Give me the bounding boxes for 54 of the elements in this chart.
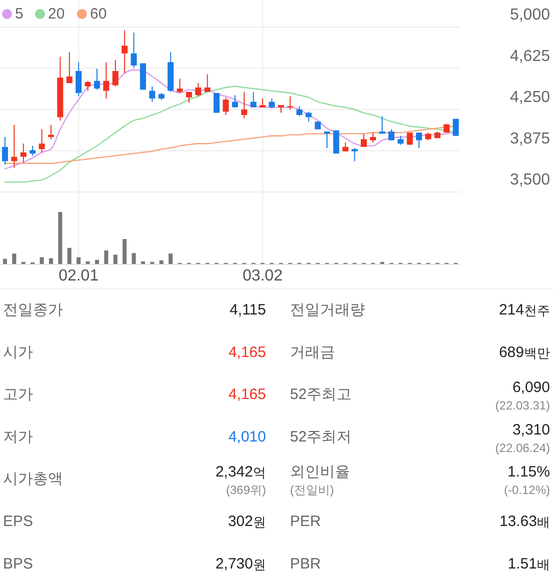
y-tick-label: 3,500	[510, 172, 550, 188]
category-label: 전일종가	[3, 302, 63, 318]
legend-label: 5	[15, 6, 24, 22]
text: 302원	[228, 513, 266, 530]
bar	[58, 212, 62, 264]
text: 3,310 (22.06.24)	[495, 421, 550, 455]
category-label: 52주최고	[290, 386, 352, 404]
bar	[67, 248, 72, 264]
bar	[122, 239, 127, 264]
text: 4,010	[228, 428, 266, 446]
text: 2,730원	[215, 555, 266, 572]
category-label: 외인비율 (전일비)	[290, 464, 350, 498]
bar	[113, 254, 118, 264]
category-label: 52주최저	[290, 428, 352, 446]
legend-label: 60	[90, 6, 107, 22]
y-tick-label: 4,250	[510, 89, 550, 106]
category-label: EPS	[3, 513, 34, 530]
legend-label: 20	[48, 6, 65, 22]
text: 2,342억 (369위)	[215, 464, 266, 498]
bar	[141, 261, 145, 264]
bar	[104, 250, 108, 264]
category-label: BPS	[3, 555, 34, 572]
category-label: 시가	[3, 344, 33, 361]
bar	[76, 257, 81, 264]
bar	[49, 258, 53, 264]
y-tick-label: 5,000	[510, 6, 550, 24]
bar	[132, 253, 136, 264]
y-tick-label: 4,625	[510, 48, 550, 65]
text: 214천주	[498, 302, 550, 318]
text: 13.63배	[499, 513, 550, 530]
text: 4,115	[230, 302, 266, 318]
bar	[3, 258, 7, 264]
category-label: 시가총액	[3, 470, 63, 488]
x-tick-label: 03.02	[242, 268, 283, 284]
category-label: PBR	[290, 555, 322, 572]
category-label: 거래금	[290, 344, 335, 361]
text: 4,165	[228, 344, 266, 361]
bar	[40, 257, 44, 264]
text: 1.15% (-0.12%)	[504, 464, 550, 498]
y-tick-label: 3,875	[510, 130, 550, 148]
bar	[95, 260, 99, 264]
category-label: 고가	[3, 386, 33, 404]
bar	[168, 254, 173, 264]
text: 689백만	[498, 344, 550, 361]
text: 4,165	[228, 386, 266, 404]
bar	[86, 261, 90, 264]
bar	[12, 254, 16, 264]
category-label: PER	[290, 513, 322, 530]
bar	[159, 260, 164, 264]
x-tick-label: 02.01	[58, 268, 99, 284]
category-label: 저가	[3, 428, 33, 446]
text: 6,090 (22.03.31)	[495, 379, 550, 413]
text: 1.51배	[508, 555, 550, 572]
category-label: 전일거래량	[290, 302, 365, 318]
